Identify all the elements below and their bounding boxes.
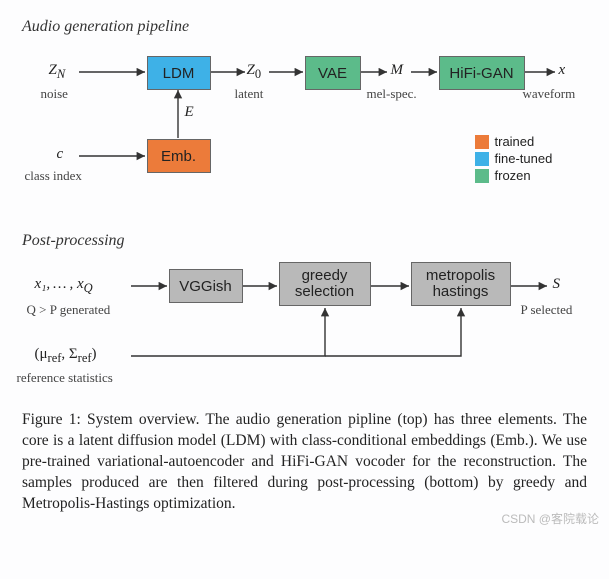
legend-frozen: frozen	[475, 168, 553, 183]
vggish-box: VGGish	[169, 269, 243, 303]
figure-caption: Figure 1: System overview. The audio gen…	[22, 410, 587, 515]
mel-label: mel-spec.	[367, 86, 417, 102]
zn-label: ZN	[49, 62, 66, 82]
metropolis-box: metropolis hastings	[411, 262, 511, 306]
x-label: x	[559, 62, 566, 79]
e-label: E	[185, 104, 194, 121]
legend-trained: trained	[475, 134, 553, 149]
z0-label: Z0	[247, 62, 262, 82]
legend: trained fine-tuned frozen	[475, 134, 553, 185]
vae-box: VAE	[305, 56, 361, 90]
latent-label: latent	[235, 86, 264, 102]
watermark: CSDN @客院载论	[501, 510, 599, 527]
post-diagram: x₁, … , xQ Q > P generated VGGish greedy…	[25, 256, 585, 396]
psel-label: P selected	[521, 302, 573, 318]
m-label: M	[391, 62, 404, 79]
post-title: Post-processing	[22, 232, 587, 250]
greedy-box: greedy selection	[279, 262, 371, 306]
s-label: S	[553, 276, 561, 293]
refstats-label: reference statistics	[17, 370, 113, 386]
noise-label: noise	[41, 86, 68, 102]
xrange-label: x₁, … , xQ	[35, 276, 93, 296]
ref-label: (μref, Σref)	[35, 346, 97, 366]
c-label: c	[57, 146, 64, 163]
class-index-label: class index	[25, 168, 82, 184]
pipeline-diagram: ZN noise LDM Z0 latent VAE M mel-spec. H…	[25, 42, 585, 220]
hifigan-box: HiFi-GAN	[439, 56, 525, 90]
legend-fine-tuned: fine-tuned	[475, 151, 553, 166]
waveform-label: waveform	[523, 86, 576, 102]
ldm-box: LDM	[147, 56, 211, 90]
pipeline-title: Audio generation pipeline	[22, 18, 587, 36]
emb-box: Emb.	[147, 139, 211, 173]
qp-label: Q > P generated	[27, 302, 111, 318]
